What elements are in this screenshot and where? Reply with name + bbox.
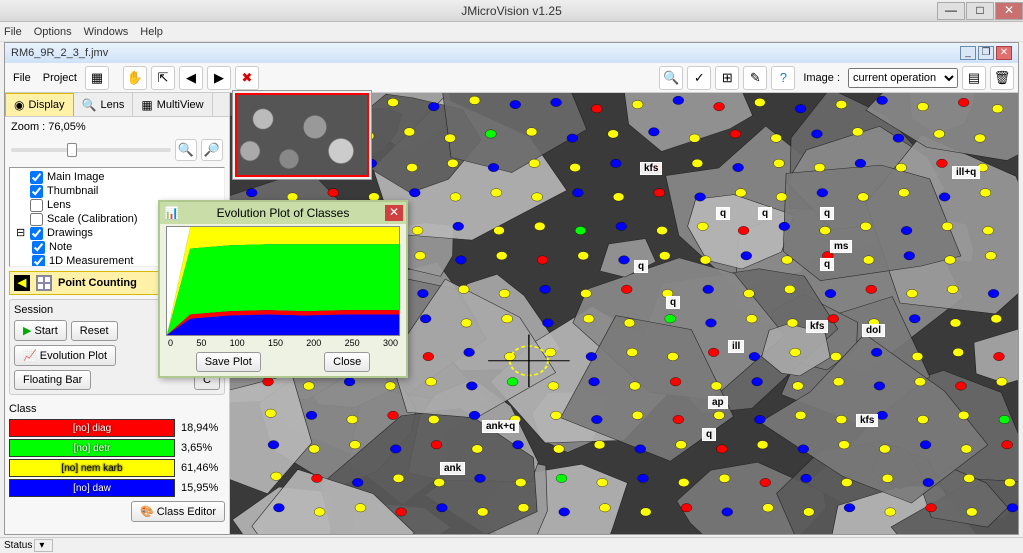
prev-button[interactable]: ◀ [179,66,203,90]
app-close-button[interactable]: ✕ [995,2,1023,20]
class-title: Class [9,403,225,415]
image-label: Image : [803,72,840,84]
pointer-icon[interactable]: ⇱ [151,66,175,90]
start-button[interactable]: ▶ Start [14,320,67,341]
zoom-slider[interactable] [11,148,171,152]
tree-item[interactable]: Main Image [14,170,220,184]
class-row[interactable]: [no] daw15,95% [9,479,225,497]
grid-icon[interactable]: ▦ [85,66,109,90]
doc-close-button[interactable]: ✕ [996,46,1012,60]
zoom-in-icon[interactable]: 🔍 [175,139,197,161]
toolbar-project[interactable]: Project [39,72,81,84]
class-row[interactable]: [no] nem karb61,46% [9,459,225,477]
maximize-button[interactable]: □ [966,2,994,20]
doc-maximize-button[interactable]: ❐ [978,46,994,60]
toolbar-file[interactable]: File [9,72,35,84]
evolution-dialog: 📊 Evolution Plot of Classes ✕ 0501001502… [158,200,408,378]
floating-bar-button[interactable]: Floating Bar [14,370,91,390]
status-dropdown[interactable]: ▾ [34,539,53,552]
left-tabs: ◉Display 🔍Lens ▦MultiView [5,93,229,117]
save-plot-button[interactable]: Save Plot [196,352,261,372]
document-title: RM6_9R_2_3_f.jmv [11,47,108,59]
tab-display[interactable]: ◉Display [5,93,74,116]
check-icon[interactable]: ✓ [687,66,711,90]
status-label: Status [4,540,32,551]
mineral-label: q [820,258,834,271]
statusbar: Status ▾ [0,537,1023,553]
point-counting-icon [36,275,52,291]
help-icon[interactable]: ? [771,66,795,90]
workspace: ◉Display 🔍Lens ▦MultiView Zoom : 76,05% … [5,93,1018,534]
next-button[interactable]: ▶ [207,66,231,90]
dialog-close-button[interactable]: ✕ [385,205,403,221]
display-tab-icon: ◉ [14,98,24,112]
mineral-label: kfs [806,320,828,333]
mineral-label: q [702,428,716,441]
mineral-label: ank+q [482,420,519,433]
document-window: RM6_9R_2_3_f.jmv _ ❐ ✕ File Project ▦ ✋ … [4,42,1019,535]
mineral-label: ap [708,396,728,409]
class-row[interactable]: [no] detr3,65% [9,439,225,457]
tab-lens[interactable]: 🔍Lens [74,93,134,116]
mineral-label: q [666,296,680,309]
mineral-label: ank [440,462,465,475]
lens-tab-icon: 🔍 [82,98,97,112]
delete-icon[interactable]: ✖ [235,66,259,90]
reset-button[interactable]: Reset [71,321,118,341]
dialog-titlebar[interactable]: 📊 Evolution Plot of Classes ✕ [160,202,406,224]
display-icon[interactable]: ▤ [962,66,986,90]
class-editor-button[interactable]: 🎨 Class Editor [131,501,225,522]
edit-icon[interactable]: ✎ [743,66,767,90]
section-title: Point Counting [58,277,137,289]
search-icon[interactable]: 🔍 [659,66,683,90]
mineral-label: ill [728,340,744,353]
dialog-icon: 📊 [164,206,179,220]
zoom-label: Zoom : 76,05% [5,117,229,137]
image-select[interactable]: current operation [848,68,958,88]
tree-item[interactable]: Thumbnail [14,184,220,198]
menu-help[interactable]: Help [140,26,163,38]
chart-x-ticks: 050100150200250300 [160,338,406,348]
thumbnail[interactable] [232,90,372,180]
menu-file[interactable]: File [4,26,22,38]
menu-windows[interactable]: Windows [84,26,129,38]
dialog-title: Evolution Plot of Classes [217,206,350,220]
mineral-label: q [758,207,772,220]
app-titlebar: JMicroVision v1.25 — □ ✕ [0,0,1023,22]
evolution-chart [166,226,400,336]
toolbar: File Project ▦ ✋ ⇱ ◀ ▶ ✖ 🔍 ✓ ⊞ ✎ ? Image… [5,63,1018,93]
trash-icon[interactable]: 🗑 [990,66,1014,90]
mineral-label: dol [862,324,885,337]
zoom-controls: 🔍 🔎 [5,137,229,167]
mineral-label: q [716,207,730,220]
mineral-label: ill+q [952,166,980,179]
class-row[interactable]: [no] diag18,94% [9,419,225,437]
menubar: File Options Windows Help [0,22,1023,42]
app-title: JMicroVision v1.25 [461,4,562,18]
mineral-label: kfs [640,162,662,175]
document-titlebar: RM6_9R_2_3_f.jmv _ ❐ ✕ [5,43,1018,63]
multiview-tab-icon: ▦ [141,98,152,112]
menu-options[interactable]: Options [34,26,72,38]
window-icon[interactable]: ⊞ [715,66,739,90]
class-panel: Class [no] diag18,94% [no] detr3,65% [no] … [9,399,225,522]
section-back-button[interactable]: ◀ [14,275,30,291]
doc-minimize-button[interactable]: _ [960,46,976,60]
evolution-plot-button[interactable]: 📈 Evolution Plot [14,345,116,366]
thumbnail-image [235,93,369,177]
tab-multiview[interactable]: ▦MultiView [133,93,212,116]
zoom-out-icon[interactable]: 🔎 [201,139,223,161]
mineral-label: ms [830,240,852,253]
mineral-label: q [634,260,648,273]
mineral-label: kfs [856,414,878,427]
hand-icon[interactable]: ✋ [123,66,147,90]
mineral-label: q [820,207,834,220]
dialog-close-btn[interactable]: Close [324,352,370,372]
minimize-button[interactable]: — [937,2,965,20]
